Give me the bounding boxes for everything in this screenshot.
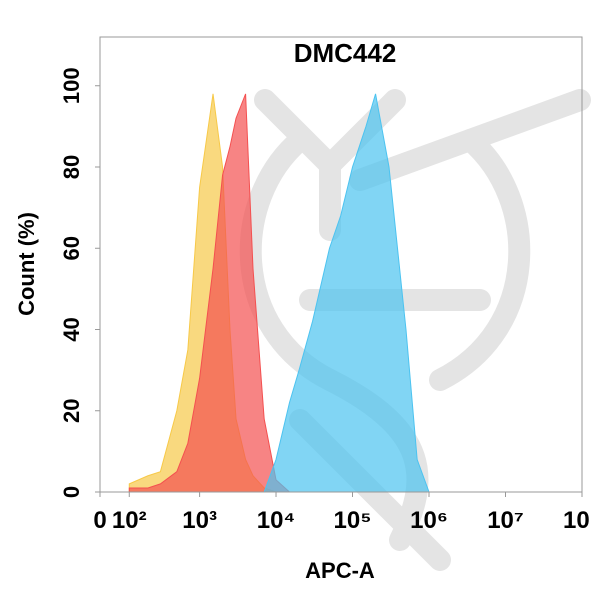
x-tick-label: 10² (112, 507, 147, 534)
x-tick-label: 10⁵ (334, 507, 372, 534)
y-tick-label: 100 (59, 67, 84, 104)
plot-frame (99, 36, 583, 493)
x-tick-label: 10⁷ (487, 507, 524, 534)
chart-title: DMC442 (294, 38, 397, 68)
y-tick-label: 40 (59, 317, 84, 341)
x-tick-label: 10⁴ (257, 507, 296, 534)
y-axis-label: Count (%) (14, 212, 39, 316)
x-tick-label: 10³ (182, 507, 217, 534)
y-tick-label: 60 (59, 236, 84, 260)
x-tick-label: 0 (93, 507, 106, 534)
y-tick-label: 20 (59, 399, 84, 423)
x-tick-label: 10⁶ (410, 507, 448, 534)
y-tick-label: 80 (59, 155, 84, 179)
y-tick-label: 0 (59, 486, 84, 498)
x-tick-label: 10⁸ (563, 507, 591, 534)
x-axis-label: APC-A (305, 558, 375, 583)
